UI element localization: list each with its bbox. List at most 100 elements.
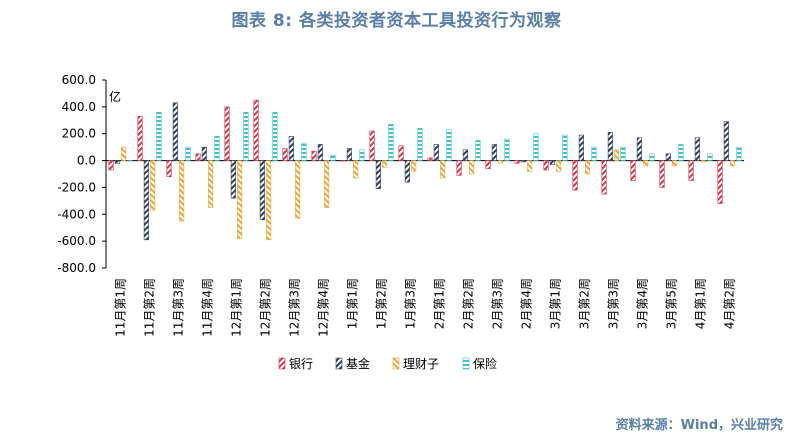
bar-银行-19: [659, 160, 665, 188]
bar-保险-3: [214, 136, 220, 161]
y-tick-label: -400.0: [57, 207, 96, 221]
bar-理财子-0: [121, 146, 127, 161]
bar-银行-11: [427, 157, 433, 161]
x-tick-label: 3月第2周: [578, 278, 592, 329]
legend-label: 保险: [473, 356, 497, 371]
bar-保险-16: [591, 146, 597, 161]
legend-swatch: [462, 357, 470, 370]
bar-银行-7: [311, 150, 317, 161]
bar-理财子-21: [730, 160, 736, 167]
bar-基金-4: [230, 160, 236, 199]
bar-基金-8: [346, 148, 352, 161]
bar-基金-6: [288, 136, 294, 161]
legend: 银行 基金 理财子 保险: [278, 356, 497, 371]
bar-基金-1: [143, 160, 149, 241]
x-tick-label: 1月第1周: [346, 278, 360, 329]
bar-银行-18: [630, 160, 636, 182]
y-tick-label: 600.0: [62, 73, 96, 87]
bar-保险-12: [475, 140, 481, 161]
x-tick-label: 11月第4周: [201, 278, 215, 337]
bar-保险-21: [736, 146, 742, 161]
bar-保险-4: [243, 111, 249, 161]
legend-swatch: [335, 357, 343, 370]
bar-基金-7: [317, 144, 323, 161]
bar-基金-17: [607, 132, 613, 161]
bar-理财子-2: [179, 160, 185, 222]
bar-银行-8: [340, 160, 346, 162]
bar-银行-16: [572, 160, 578, 191]
y-tick-label: -600.0: [57, 234, 96, 248]
bar-银行-12: [456, 160, 462, 176]
bar-理财子-3: [208, 160, 214, 208]
bar-保险-17: [620, 146, 626, 161]
x-tick-label: 3月第4周: [636, 278, 650, 329]
bar-保险-20: [707, 153, 713, 161]
bar-银行-3: [195, 153, 201, 161]
bar-银行-21: [717, 160, 723, 204]
x-tick-label: 3月第3周: [607, 278, 621, 329]
bar-保险-0: [127, 160, 133, 162]
bar-保险-13: [504, 138, 510, 161]
unit-label: 亿: [109, 89, 121, 104]
bar-基金-11: [433, 144, 439, 161]
bar-理财子-18: [643, 160, 649, 167]
bar-银行-0: [108, 160, 114, 171]
legend-swatch: [278, 357, 286, 370]
bar-基金-16: [578, 134, 584, 161]
bar-保险-8: [359, 149, 365, 161]
y-tick-label: 0.0: [77, 154, 96, 168]
bar-保险-2: [185, 146, 191, 161]
bar-基金-12: [462, 149, 468, 161]
x-tick-label: 3月第1周: [549, 278, 563, 329]
x-tick-label: 11月第2周: [143, 278, 157, 337]
bar-银行-10: [398, 145, 404, 161]
bar-理财子-10: [411, 160, 417, 172]
x-tick-label: 1月第3周: [404, 278, 418, 329]
x-tick-label: 1月第2周: [375, 278, 389, 329]
bar-理财子-8: [353, 160, 359, 179]
bar-理财子-12: [469, 160, 475, 175]
bar-基金-18: [636, 137, 642, 161]
bar-基金-3: [201, 146, 207, 161]
bar-理财子-4: [237, 160, 243, 239]
bar-基金-15: [549, 160, 555, 165]
legend-label: 理财子: [403, 357, 439, 371]
bar-基金-19: [665, 153, 671, 161]
x-tick-label: 2月第3周: [491, 278, 505, 329]
bar-保险-15: [562, 134, 568, 161]
bar-理财子-20: [701, 160, 707, 163]
bar-保险-5: [272, 111, 278, 161]
bar-基金-2: [172, 102, 178, 161]
legend-label: 银行: [289, 357, 313, 371]
bar-银行-1: [137, 115, 143, 161]
x-tick-label: 12月第4周: [317, 278, 331, 337]
bar-银行-2: [166, 160, 172, 177]
bar-基金-20: [694, 137, 700, 161]
bar-基金-9: [375, 160, 381, 190]
bar-银行-20: [688, 160, 694, 182]
bar-理财子-5: [266, 160, 272, 241]
x-tick-label: 12月第3周: [288, 278, 302, 337]
y-tick-label: 200.0: [62, 127, 96, 141]
x-axis-labels: 11月第1周 11月第2周 11月第3周 11月第4周 12月第1周 12月第2周 12月第…: [114, 278, 737, 337]
bar-理财子-17: [614, 149, 620, 161]
bar-银行-15: [543, 160, 549, 171]
y-axis: 600.0 400.0 200.0 0.0 -200.0 -400.0 -600.0 -800…: [57, 73, 744, 275]
bar-银行-14: [514, 160, 520, 164]
bar-基金-5: [259, 160, 265, 220]
x-tick-label: 12月第2周: [259, 278, 273, 337]
bar-银行-6: [282, 148, 288, 161]
bar-保险-11: [446, 129, 452, 161]
bar-理财子-1: [150, 160, 156, 211]
bar-银行-9: [369, 130, 375, 161]
source-note: 资料来源：Wind，兴业研究: [615, 418, 783, 433]
x-tick-label: 2月第1周: [433, 278, 447, 329]
bar-保险-10: [417, 128, 423, 161]
bar-保险-1: [156, 111, 162, 161]
bar-基金-21: [723, 121, 729, 161]
x-tick-label: 4月第1周: [694, 278, 708, 329]
bar-基金-0: [114, 160, 120, 164]
bar-银行-5: [253, 99, 259, 161]
x-tick-label: 12月第1周: [230, 278, 244, 337]
